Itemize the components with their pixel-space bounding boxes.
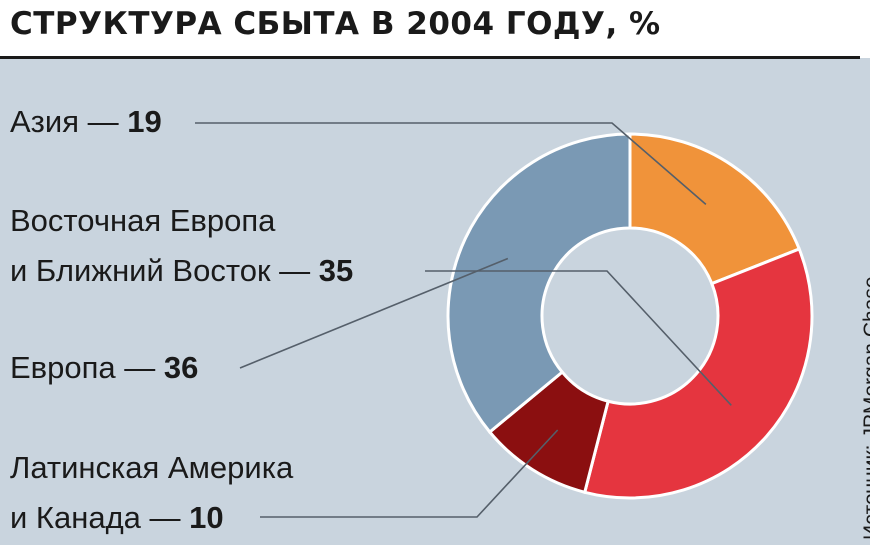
leader-line-latin-america: [260, 429, 559, 518]
leader-lines: [195, 122, 732, 518]
label-latin-america-value: 10: [189, 500, 224, 535]
label-europe-dash: —: [115, 350, 164, 385]
label-asia: Азия — 19: [10, 97, 162, 147]
label-europe: Европа — 36: [10, 343, 198, 393]
label-asia-name: Азия: [10, 104, 79, 139]
label-latin-america-name-2: и Канада: [10, 500, 141, 535]
title-rule: [0, 56, 860, 59]
chart-header: СТРУКТУРА СБЫТА В 2004 ГОДУ, %: [0, 0, 870, 58]
label-eastern-europe-value: 35: [318, 253, 354, 288]
leader-line-eastern-europe: [425, 270, 732, 406]
label-eastern-europe-name-1: Восточная Европа: [10, 203, 276, 238]
label-latin-america-line1: Латинская Америка: [10, 443, 293, 493]
label-eastern-europe-line2: и Ближний Восток — 35: [10, 246, 353, 296]
label-asia-dash: —: [79, 104, 128, 139]
chart-title: СТРУКТУРА СБЫТА В 2004 ГОДУ, %: [10, 6, 661, 42]
leader-line-europe: [239, 257, 509, 369]
label-latin-america-dash: —: [140, 500, 190, 535]
label-latin-america-name-1: Латинская Америка: [10, 450, 294, 485]
donut-slice-1: [582, 247, 814, 500]
label-europe-name: Европа: [10, 350, 116, 385]
donut-slice-0: [628, 132, 802, 286]
donut-slices: [446, 132, 814, 500]
label-europe-value: 36: [163, 350, 199, 385]
label-eastern-europe-dash: —: [270, 253, 319, 288]
label-asia-value: 19: [127, 104, 162, 139]
leader-line-asia: [195, 122, 707, 205]
label-latin-america-line2: и Канада — 10: [10, 493, 224, 543]
donut-slice-3: [446, 132, 632, 435]
label-eastern-europe-name-2: и Ближний Восток: [10, 253, 271, 288]
label-eastern-europe-line1: Восточная Европа: [10, 196, 275, 246]
source-note: Источник: JPMorgan Chase: [860, 276, 870, 540]
